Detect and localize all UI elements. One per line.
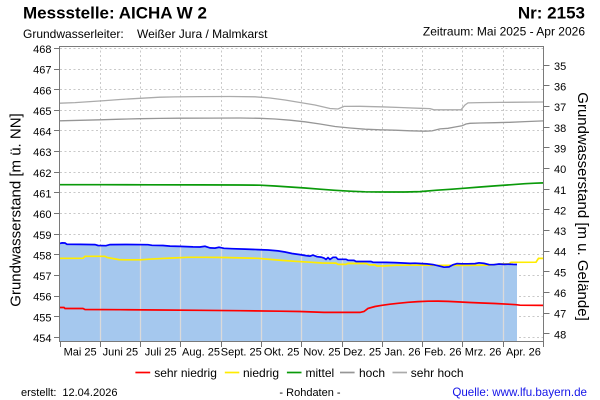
- svg-text:- Rohdaten -: - Rohdaten -: [279, 387, 340, 399]
- svg-text:Okt. 25: Okt. 25: [264, 347, 299, 359]
- svg-text:38: 38: [554, 123, 566, 135]
- svg-text:455: 455: [33, 312, 51, 324]
- svg-text:erstellt:: erstellt:: [21, 387, 56, 399]
- svg-text:Feb. 26: Feb. 26: [424, 347, 461, 359]
- svg-text:Quelle: www.lfu.bayern.de: Quelle: www.lfu.bayern.de: [452, 386, 587, 399]
- svg-text:464: 464: [33, 127, 51, 139]
- svg-text:459: 459: [33, 230, 51, 242]
- svg-text:45: 45: [554, 267, 566, 279]
- svg-text:47: 47: [554, 309, 566, 321]
- svg-text:457: 457: [33, 271, 51, 283]
- svg-text:468: 468: [33, 44, 51, 56]
- svg-text:Mai 25: Mai 25: [64, 347, 97, 359]
- svg-text:39: 39: [554, 143, 566, 155]
- svg-text:35: 35: [554, 61, 566, 73]
- svg-text:44: 44: [554, 247, 566, 259]
- svg-text:41: 41: [554, 185, 566, 197]
- svg-text:Grundwasserleiter:: Grundwasserleiter:: [23, 27, 124, 41]
- svg-text:48: 48: [554, 329, 566, 341]
- svg-text:Juni 25: Juni 25: [103, 347, 138, 359]
- svg-text:Nr: 2153: Nr: 2153: [518, 4, 585, 23]
- svg-text:454: 454: [33, 333, 51, 345]
- svg-text:sehr hoch: sehr hoch: [411, 366, 464, 380]
- svg-text:Messstelle: AICHA W 2: Messstelle: AICHA W 2: [23, 4, 207, 23]
- svg-text:43: 43: [554, 226, 566, 238]
- svg-text:niedrig: niedrig: [243, 366, 279, 380]
- svg-text:Aug. 25: Aug. 25: [182, 347, 220, 359]
- svg-text:sehr niedrig: sehr niedrig: [154, 366, 217, 380]
- svg-text:463: 463: [33, 147, 51, 159]
- svg-text:42: 42: [554, 205, 566, 217]
- svg-text:Mrz. 26: Mrz. 26: [465, 347, 502, 359]
- svg-text:456: 456: [33, 292, 51, 304]
- svg-text:Grundwasserstand [m u. Gelände: Grundwasserstand [m u. Gelände]: [574, 92, 591, 320]
- svg-text:467: 467: [33, 65, 51, 77]
- svg-text:37: 37: [554, 102, 566, 114]
- svg-text:40: 40: [554, 164, 566, 176]
- svg-text:Zeitraum: Mai 2025 - Apr 2026: Zeitraum: Mai 2025 - Apr 2026: [423, 25, 585, 39]
- svg-text:462: 462: [33, 168, 51, 180]
- svg-text:Dez. 25: Dez. 25: [343, 347, 381, 359]
- svg-text:Nov. 25: Nov. 25: [303, 347, 340, 359]
- svg-text:mittel: mittel: [306, 366, 335, 380]
- svg-text:hoch: hoch: [359, 366, 385, 380]
- svg-text:Apr. 26: Apr. 26: [506, 347, 541, 359]
- svg-text:461: 461: [33, 189, 51, 201]
- svg-text:Sept. 25: Sept. 25: [221, 347, 262, 359]
- svg-text:458: 458: [33, 250, 51, 262]
- svg-text:465: 465: [33, 106, 51, 118]
- svg-text:Jan. 26: Jan. 26: [384, 347, 420, 359]
- svg-text:46: 46: [554, 288, 566, 300]
- svg-text:460: 460: [33, 209, 51, 221]
- svg-text:Weißer Jura / Malmkarst: Weißer Jura / Malmkarst: [137, 27, 268, 41]
- svg-text:12.04.2026: 12.04.2026: [62, 387, 117, 399]
- svg-text:Grundwasserstand [m ü. NN]: Grundwasserstand [m ü. NN]: [8, 113, 25, 306]
- svg-text:466: 466: [33, 85, 51, 97]
- svg-text:36: 36: [554, 82, 566, 94]
- svg-text:Juli 25: Juli 25: [145, 347, 177, 359]
